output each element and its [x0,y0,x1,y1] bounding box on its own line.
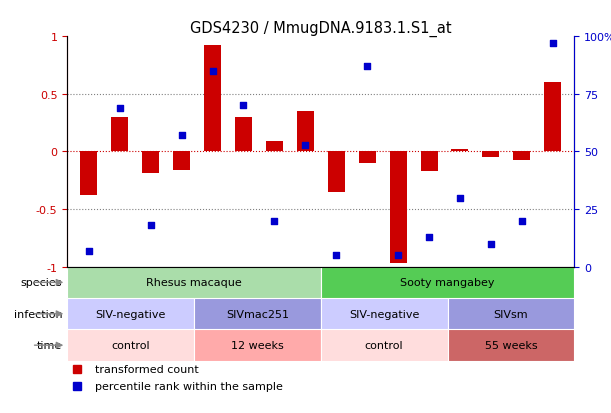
Point [548,41,558,47]
Bar [81,152,97,196]
Bar [359,152,376,164]
Text: infection: infection [13,309,62,319]
Text: time: time [37,340,62,350]
Bar [452,150,469,152]
Bar [513,152,530,160]
Point [84,248,93,254]
Point [115,105,125,112]
Point [517,218,527,224]
Bar [447,330,574,361]
Text: SIV-negative: SIV-negative [349,309,419,319]
Bar [266,142,283,152]
Bar [173,152,190,171]
Point [455,195,465,202]
Text: 12 weeks: 12 weeks [231,340,284,350]
Text: control: control [365,340,403,350]
Text: Rhesus macaque: Rhesus macaque [146,278,242,287]
Text: transformed count: transformed count [95,364,199,374]
Bar [297,112,314,152]
Bar [194,330,321,361]
Bar [235,118,252,152]
Text: SIVsm: SIVsm [494,309,529,319]
Bar [544,83,561,152]
Text: control: control [111,340,150,350]
Bar [204,46,221,152]
Bar [67,267,321,298]
Point [177,133,186,139]
Title: GDS4230 / MmugDNA.9183.1.S1_at: GDS4230 / MmugDNA.9183.1.S1_at [190,21,452,37]
Point [362,64,372,70]
Point [424,234,434,240]
Bar [321,298,447,330]
Bar [194,298,321,330]
Point [269,218,279,224]
Point [301,142,310,149]
Bar [390,152,406,263]
Bar [327,152,345,192]
Text: Sooty mangabey: Sooty mangabey [400,278,495,287]
Point [393,252,403,259]
Point [146,222,156,229]
Text: percentile rank within the sample: percentile rank within the sample [95,381,283,391]
Point [238,103,248,109]
Bar [482,152,499,158]
Text: SIV-negative: SIV-negative [95,309,166,319]
Bar [321,267,574,298]
Point [208,68,218,75]
Bar [111,118,128,152]
Text: SIVmac251: SIVmac251 [226,309,289,319]
Bar [420,152,437,172]
Text: species: species [21,278,62,287]
Point [486,241,496,247]
Point [331,252,341,259]
Text: 55 weeks: 55 weeks [485,340,537,350]
Bar [67,298,194,330]
Bar [142,152,159,174]
Bar [67,330,194,361]
Bar [321,330,447,361]
Bar [447,298,574,330]
